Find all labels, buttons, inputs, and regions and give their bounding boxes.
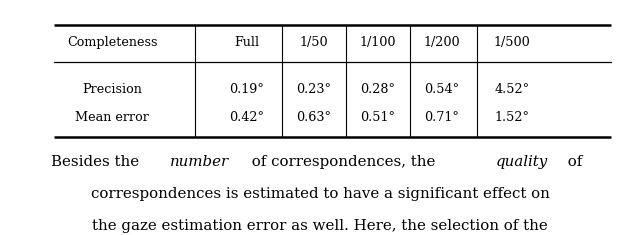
Text: 1.52°: 1.52° bbox=[495, 111, 529, 124]
Text: Precision: Precision bbox=[82, 83, 142, 96]
Text: of correspondences, the: of correspondences, the bbox=[246, 155, 440, 169]
Text: quality: quality bbox=[496, 155, 548, 169]
Text: 4.52°: 4.52° bbox=[495, 83, 529, 96]
Text: 1/100: 1/100 bbox=[359, 36, 396, 49]
Text: Mean error: Mean error bbox=[75, 111, 149, 124]
Text: Besides the: Besides the bbox=[51, 155, 143, 169]
Text: 0.42°: 0.42° bbox=[229, 111, 264, 124]
Text: the gaze estimation error as well. Here, the selection of the: the gaze estimation error as well. Here,… bbox=[92, 219, 548, 233]
Text: number: number bbox=[170, 155, 230, 169]
Text: 0.51°: 0.51° bbox=[360, 111, 395, 124]
Text: 1/50: 1/50 bbox=[300, 36, 328, 49]
Text: Full: Full bbox=[234, 36, 259, 49]
Text: 0.23°: 0.23° bbox=[296, 83, 331, 96]
Text: 0.54°: 0.54° bbox=[424, 83, 459, 96]
Text: 1/500: 1/500 bbox=[493, 36, 531, 49]
Text: 0.28°: 0.28° bbox=[360, 83, 395, 96]
Text: 0.71°: 0.71° bbox=[424, 111, 459, 124]
Text: correspondences is estimated to have a significant effect on: correspondences is estimated to have a s… bbox=[91, 187, 549, 201]
Text: 0.19°: 0.19° bbox=[229, 83, 264, 96]
Text: Completeness: Completeness bbox=[67, 36, 157, 49]
Text: of: of bbox=[563, 155, 582, 169]
Text: 0.63°: 0.63° bbox=[296, 111, 331, 124]
Text: 1/200: 1/200 bbox=[423, 36, 460, 49]
